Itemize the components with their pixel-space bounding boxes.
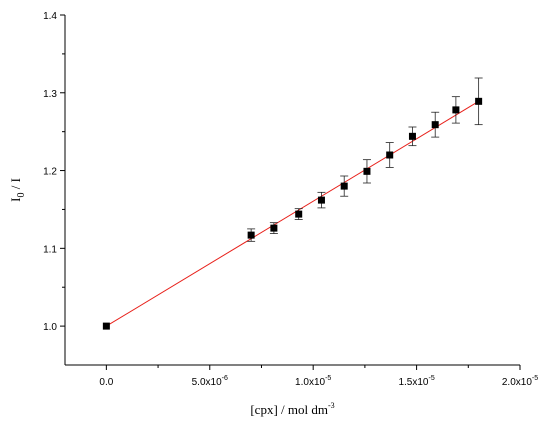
x-axis-title-sup: -3 [328,401,335,410]
data-point-marker [475,97,483,105]
y-tick-label: 1.3 [43,89,57,100]
error-bars [247,77,483,242]
y-axis-title-main: I [8,198,23,202]
x-tick-label: 0.0 [99,377,113,388]
y-axis-title-sub: 0 [16,193,27,198]
data-markers [102,97,483,330]
y-ticks: 1.0 1.1 1.2 1.3 1.4 [43,11,65,333]
fit-layer [106,100,479,327]
data-point-marker [270,224,278,232]
data-point-marker [386,151,394,159]
y-tick-label: 1.1 [43,244,57,255]
data-point-marker [408,132,416,140]
y-tick-label: 1.0 [43,322,57,333]
fit-line [106,100,479,327]
y-axis-title: I0 / I [8,178,27,202]
x-axis-title: [cpx] / mol dm-3 [250,401,334,417]
data-point-marker [452,106,460,114]
x-tick-label: 2.0x10-5 [502,375,538,388]
x-axis-title-text: [cpx] / mol dm [250,402,328,417]
x-ticks: 0.0 5.0x10-6 1.0x10-5 1.5x10-5 2.0x10-5 [99,365,538,388]
data-point-marker [363,167,371,175]
x-tick-label: 5.0x10-6 [192,375,228,388]
y-axis-title-tail: / I [8,178,23,192]
plot-frame [64,15,520,366]
y-tick-label: 1.4 [43,11,57,22]
x-tick-label: 1.0x10-5 [295,375,331,388]
data-point-marker [340,182,348,190]
y-tick-label: 1.2 [43,167,57,178]
data-point-marker [295,210,303,218]
data-point-marker [102,322,110,330]
data-point-marker [431,121,439,129]
data-point-marker [247,231,255,239]
x-tick-label: 1.5x10-5 [398,375,434,388]
data-point-marker [317,196,325,204]
